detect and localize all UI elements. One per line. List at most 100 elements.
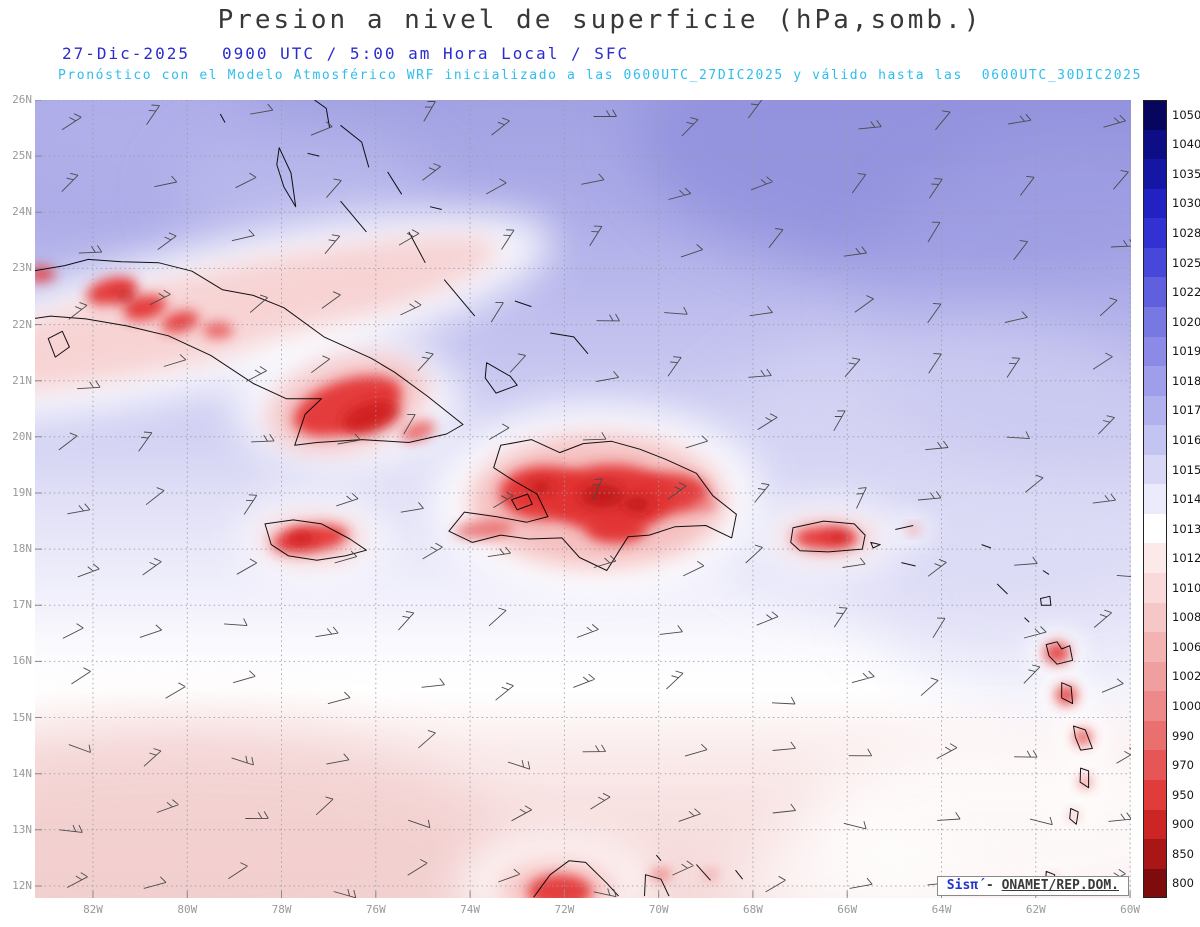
colorbar-level-label: 1014 xyxy=(1172,492,1200,507)
lat-tick-24N: 24N xyxy=(12,205,32,219)
forecast-line: Pronóstico con el Modelo Atmosférico WRF… xyxy=(57,68,1143,83)
lat-tick-13N: 13N xyxy=(12,822,32,836)
colorbar-swatch xyxy=(1143,425,1167,455)
colorbar: 1050 1040 1035 1030 1028 1025 1022 1020 1019 1018… xyxy=(1143,100,1200,899)
colorbar-level-label: 1015 xyxy=(1172,462,1200,477)
colorbar-level-label: 950 xyxy=(1172,787,1194,802)
lon-tick-72W: 72W xyxy=(554,903,575,916)
colorbar-segment: 1028 xyxy=(1143,218,1200,248)
colorbar-segment: 1040 xyxy=(1143,129,1200,160)
lat-tick-17N: 17N xyxy=(12,598,32,612)
colorbar-segment: 1002 xyxy=(1143,661,1200,692)
colorbar-segment: 990 xyxy=(1143,720,1200,751)
colorbar-segment: 1013 xyxy=(1143,513,1200,544)
colorbar-level-label: 1028 xyxy=(1172,226,1200,241)
colorbar-swatch xyxy=(1143,661,1167,692)
run-time: 0900 UTC / 5:00 am Hora Local / SFC xyxy=(221,44,630,63)
colorbar-level-label: 850 xyxy=(1172,846,1194,861)
colorbar-segment: 1014 xyxy=(1143,484,1200,514)
colorbar-swatch xyxy=(1143,336,1167,367)
lat-tick-21N: 21N xyxy=(12,373,32,387)
colorbar-segment: 1019 xyxy=(1143,336,1200,367)
colorbar-swatch xyxy=(1143,247,1167,278)
colorbar-swatch xyxy=(1143,720,1167,751)
lat-tick-22N: 22N xyxy=(12,317,32,331)
colorbar-segment: 1035 xyxy=(1143,159,1200,189)
colorbar-swatch xyxy=(1143,454,1167,485)
colorbar-swatch xyxy=(1143,809,1167,840)
lon-tick-68W: 68W xyxy=(743,903,763,916)
colorbar-segment: 1020 xyxy=(1143,306,1200,337)
colorbar-swatch xyxy=(1143,159,1167,189)
colorbar-segment: 1030 xyxy=(1143,188,1200,219)
colorbar-segment: 900 xyxy=(1143,809,1200,840)
colorbar-level-label: 900 xyxy=(1172,817,1194,832)
lat-tick-14N: 14N xyxy=(12,766,32,780)
colorbar-segment: 1025 xyxy=(1143,247,1200,278)
colorbar-segment: 1017 xyxy=(1143,395,1200,426)
page-title: Presion a nivel de superficie (hPa,somb.… xyxy=(217,5,983,35)
colorbar-swatch xyxy=(1143,779,1167,810)
colorbar-level-label: 1040 xyxy=(1172,137,1200,152)
colorbar-segment: 1012 xyxy=(1143,543,1200,573)
colorbar-swatch xyxy=(1143,218,1167,248)
lat-tick-15N: 15N xyxy=(12,710,32,724)
colorbar-swatch xyxy=(1143,366,1167,396)
colorbar-segment: 1010 xyxy=(1143,573,1200,603)
lat-tick-25N: 25N xyxy=(12,149,32,163)
credit-separator: - xyxy=(978,878,1002,893)
lat-tick-20N: 20N xyxy=(12,429,32,443)
colorbar-level-label: 1050 xyxy=(1172,107,1200,122)
colorbar-segment: 850 xyxy=(1143,839,1200,869)
lon-tick-70W: 70W xyxy=(648,903,669,916)
colorbar-level-label: 990 xyxy=(1172,728,1194,743)
colorbar-segment: 1018 xyxy=(1143,366,1200,396)
colorbar-level-label: 1030 xyxy=(1172,196,1200,211)
colorbar-segment: 1000 xyxy=(1143,691,1200,721)
colorbar-segment: 1022 xyxy=(1143,277,1200,307)
colorbar-segment: 1050 xyxy=(1143,100,1200,130)
colorbar-level-label: 1025 xyxy=(1172,255,1200,270)
colorbar-level-label: 1012 xyxy=(1172,551,1200,566)
colorbar-swatch xyxy=(1143,484,1167,514)
colorbar-level-label: 1010 xyxy=(1172,580,1200,595)
lat-tick-19N: 19N xyxy=(12,485,32,499)
colorbar-level-label: 800 xyxy=(1172,876,1194,891)
run-date: 27-Dic-2025 xyxy=(62,44,190,63)
colorbar-swatch xyxy=(1143,839,1167,869)
colorbar-swatch xyxy=(1143,513,1167,544)
colorbar-level-label: 1013 xyxy=(1172,521,1200,536)
colorbar-swatch xyxy=(1143,277,1167,307)
pressure-field-map xyxy=(35,100,1131,898)
colorbar-level-label: 970 xyxy=(1172,758,1194,773)
colorbar-segment: 970 xyxy=(1143,750,1200,780)
lat-tick-18N: 18N xyxy=(12,542,32,556)
colorbar-swatch xyxy=(1143,100,1167,130)
colorbar-level-label: 1000 xyxy=(1172,699,1200,714)
sispi-logo: Sisπ́ xyxy=(946,878,979,893)
colorbar-swatch xyxy=(1143,750,1167,780)
lon-tick-60W: 60W xyxy=(1120,903,1141,916)
lat-tick-12N: 12N xyxy=(12,878,32,892)
colorbar-level-label: 1018 xyxy=(1172,373,1200,388)
colorbar-level-label: 1002 xyxy=(1172,669,1200,684)
colorbar-level-label: 1016 xyxy=(1172,432,1200,447)
lat-tick-26N: 26N xyxy=(12,93,32,106)
datetime-line: 27-Dic-2025 0900 UTC / 5:00 am Hora Local… xyxy=(62,44,629,63)
lon-tick-76W: 76W xyxy=(365,903,386,916)
colorbar-segment: 800 xyxy=(1143,868,1200,899)
lat-tick-23N: 23N xyxy=(12,261,32,275)
lat-tick-16N: 16N xyxy=(12,654,32,668)
colorbar-swatch xyxy=(1143,395,1167,426)
colorbar-swatch xyxy=(1143,868,1167,899)
colorbar-swatch xyxy=(1143,129,1167,160)
lon-tick-66W: 66W xyxy=(837,903,858,916)
map-area: Sisπ́ - ONAMET/REP.DOM. xyxy=(35,100,1131,898)
colorbar-level-label: 1006 xyxy=(1172,639,1200,654)
colorbar-segment: 1015 xyxy=(1143,454,1200,485)
lon-tick-64W: 64W xyxy=(931,903,952,916)
colorbar-segment: 1006 xyxy=(1143,632,1200,662)
colorbar-swatch xyxy=(1143,543,1167,573)
colorbar-level-label: 1019 xyxy=(1172,344,1200,359)
